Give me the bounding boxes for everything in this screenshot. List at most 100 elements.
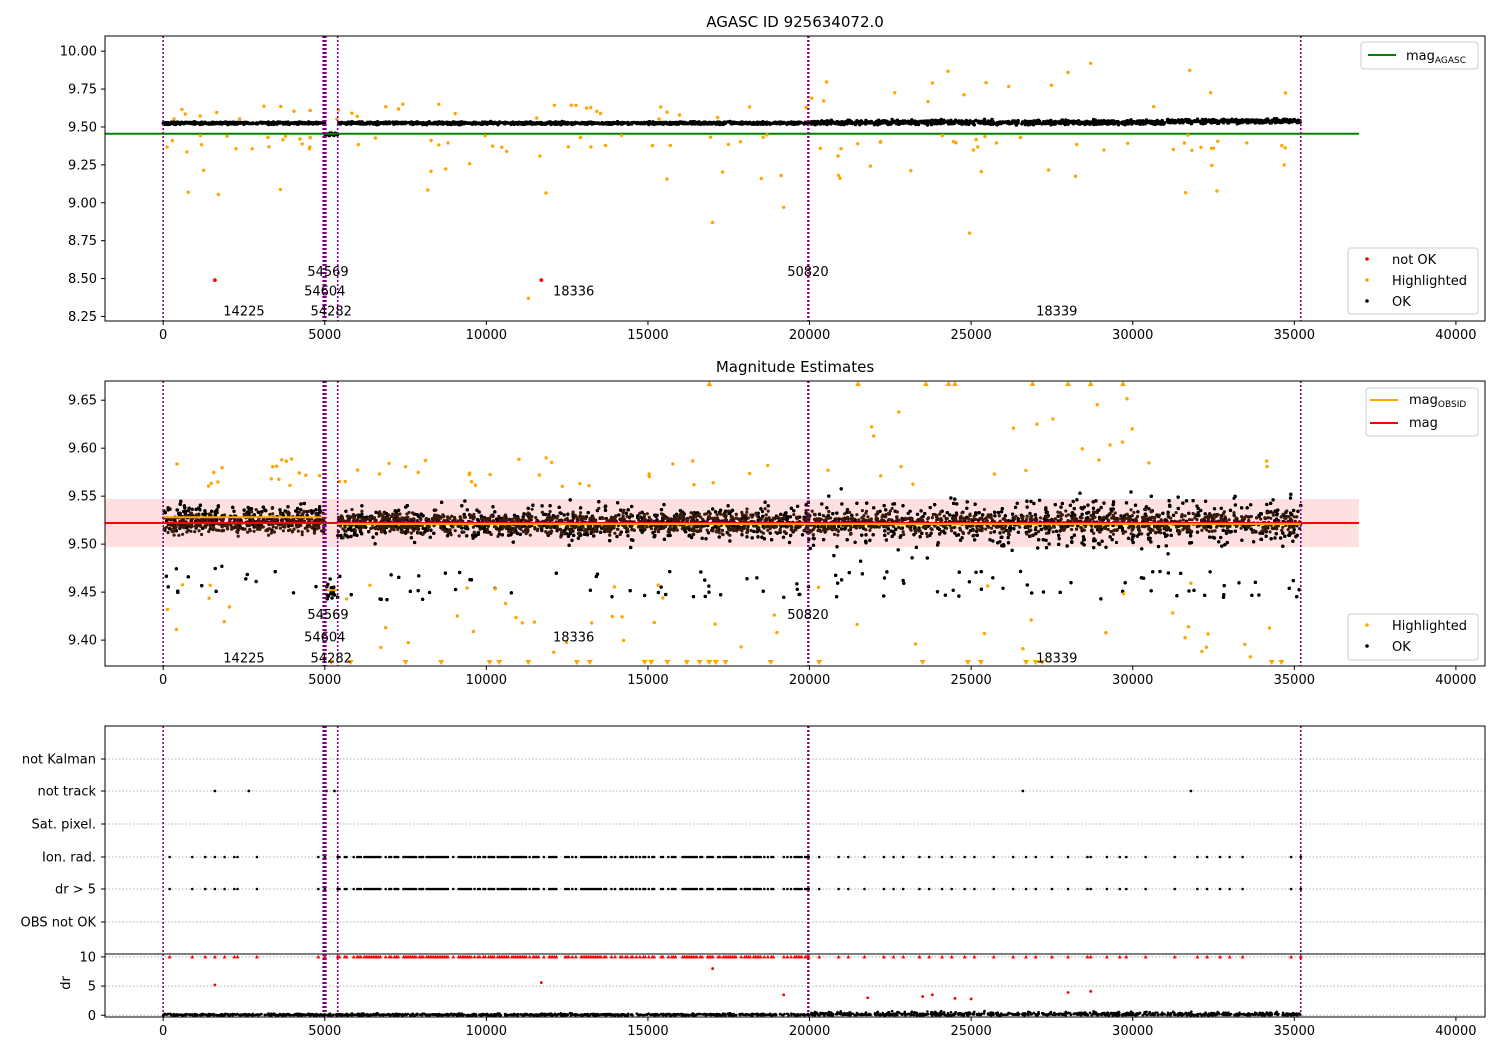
ok-point [520, 121, 525, 126]
ok-point [1172, 118, 1176, 123]
ok-point [1091, 117, 1096, 122]
ok-point [471, 121, 475, 125]
highlighted-point [490, 144, 495, 148]
ok-point [1142, 121, 1147, 126]
ok-point [1076, 120, 1081, 124]
ok-point [920, 120, 924, 125]
ok-point [1060, 120, 1065, 125]
ok-point [1176, 118, 1181, 122]
highlighted-point [544, 191, 548, 195]
ok-point [839, 122, 843, 127]
highlighted-point [1018, 135, 1023, 140]
highlighted-point [868, 164, 873, 168]
ok-point [773, 120, 778, 124]
y-tick-label: 10.00 [60, 45, 97, 60]
highlighted-point [215, 110, 219, 115]
ok-point [259, 120, 264, 125]
y-tick-label: 8.50 [68, 272, 97, 287]
y-tick-label: 8.25 [68, 310, 97, 325]
ok-point [897, 122, 901, 127]
ok-point [813, 121, 817, 125]
highlighted-point [1208, 91, 1213, 95]
agasc-ticks: 0 5000 10000 15000 20000 25000 30000 35000 40000… [60, 45, 1477, 343]
highlighted-point [225, 134, 229, 138]
highlighted-point [505, 149, 509, 154]
ok-point [451, 121, 455, 125]
ok-point [934, 120, 938, 125]
highlighted-point [199, 143, 204, 147]
highlighted-point [183, 112, 187, 116]
highlighted-point [967, 231, 972, 235]
ok-point [822, 119, 826, 124]
ok-point [510, 121, 514, 126]
ok-point [1053, 119, 1058, 124]
ok-point [890, 121, 894, 125]
highlighted-point [657, 117, 661, 121]
ok-point [793, 121, 797, 125]
highlighted-point [250, 147, 254, 151]
highlighted-point [747, 105, 752, 109]
ok-point [1253, 121, 1258, 125]
ok-point [723, 120, 728, 124]
ok-point [540, 121, 544, 125]
ok-point [1237, 119, 1242, 124]
highlighted-point [307, 147, 312, 151]
ok-point [524, 120, 528, 124]
ok-point [1015, 121, 1019, 126]
ok-point [719, 121, 723, 125]
ok-point [609, 121, 613, 126]
ok-point [987, 121, 992, 126]
panel-agasc: AGASC ID 925634072.0 1422554569546045428… [60, 13, 1486, 343]
obsid-label: 50820 [787, 265, 828, 280]
highlighted-point [202, 168, 206, 172]
highlighted-point [974, 137, 978, 142]
highlighted-point [1049, 83, 1054, 87]
ok-point [816, 120, 820, 124]
highlighted-point [1280, 143, 1284, 148]
ok-point [1095, 120, 1099, 125]
highlighted-point [759, 176, 763, 181]
ok-point [235, 120, 240, 125]
ok-point [1215, 121, 1220, 126]
highlighted-point [838, 176, 842, 180]
highlighted-point [976, 145, 980, 149]
highlighted-point [984, 81, 988, 85]
ok-point [188, 120, 193, 125]
x-tick-label: 10000 [466, 328, 507, 343]
ok-point [435, 121, 440, 125]
highlighted-point [237, 117, 242, 121]
ok-point [355, 120, 360, 125]
ok-point [1168, 119, 1173, 124]
x-tick-label: 25000 [950, 328, 991, 343]
ok-point [995, 121, 999, 125]
ok-point [1221, 120, 1226, 125]
ok-point [1069, 120, 1073, 124]
ok-point [709, 122, 713, 126]
highlighted-point [584, 106, 589, 110]
ok-point [966, 121, 970, 126]
highlighted-point [350, 111, 354, 115]
highlighted-point [373, 136, 378, 140]
highlighted-point [659, 105, 663, 109]
highlighted-point [1183, 191, 1188, 195]
x-tick-label: 20000 [789, 328, 830, 343]
ok-point [868, 121, 873, 125]
ok-point [1281, 119, 1285, 123]
ok-point [387, 121, 391, 126]
ok-point [439, 121, 443, 126]
ok-point [1086, 120, 1090, 124]
ok-point [294, 120, 298, 125]
highlighted-point [1007, 84, 1011, 89]
highlighted-point [726, 142, 731, 147]
highlighted-point [595, 109, 599, 114]
ok-point [1004, 120, 1008, 124]
ok-point [765, 121, 769, 126]
ok-point [282, 122, 287, 126]
highlighted-point [822, 99, 826, 103]
ok-point [549, 122, 553, 126]
highlighted-point [738, 140, 743, 144]
ok-point [566, 121, 570, 126]
highlighted-point [994, 141, 999, 145]
ok-point [1275, 118, 1279, 123]
